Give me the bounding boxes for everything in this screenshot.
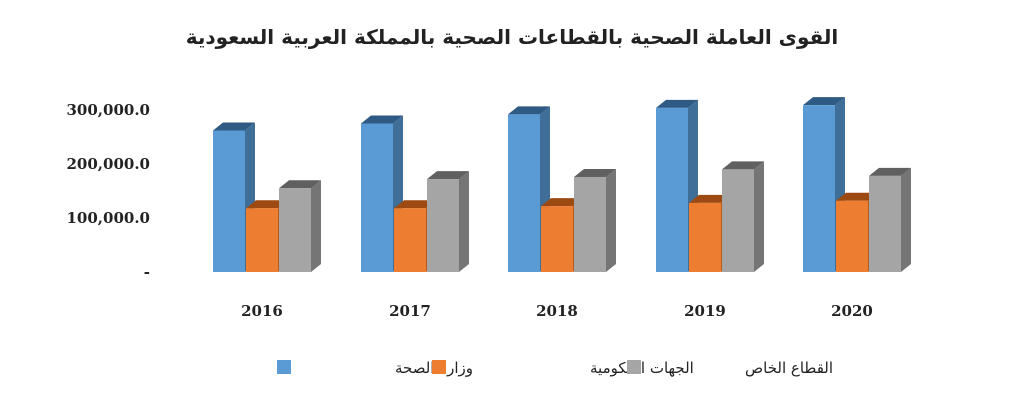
bar xyxy=(279,188,311,272)
bar-side xyxy=(311,180,321,272)
bar xyxy=(869,175,901,272)
bar-top xyxy=(656,99,698,108)
bar-group xyxy=(803,97,911,272)
legend-swatch xyxy=(277,360,291,374)
bar xyxy=(574,176,606,272)
bar xyxy=(541,206,573,272)
x-tick-label: 2017 xyxy=(389,302,431,320)
bar-top xyxy=(213,122,255,131)
x-tick-label: 2016 xyxy=(241,302,283,320)
x-axis: 2016 2017 2018 2019 2020 xyxy=(241,302,873,320)
bar xyxy=(803,105,835,272)
bar xyxy=(427,179,459,272)
bar xyxy=(722,169,754,272)
bar-top xyxy=(722,161,764,170)
bar-side xyxy=(606,168,616,272)
bar xyxy=(394,208,426,272)
legend-item: الجهات الحكومية xyxy=(432,359,694,377)
bar-top xyxy=(869,167,911,176)
x-tick-label: 2018 xyxy=(536,302,578,320)
legend-label: الجهات الحكومية xyxy=(590,359,694,377)
bar xyxy=(508,114,540,272)
y-tick-label: - xyxy=(144,263,150,281)
bar-top xyxy=(427,171,469,180)
x-tick-label: 2019 xyxy=(684,302,726,320)
bar xyxy=(689,202,721,272)
bar xyxy=(361,123,393,272)
bar-group xyxy=(361,115,469,272)
bar-side xyxy=(754,161,764,272)
y-axis: - 100,000.0 200,000.0 300,000.0 xyxy=(66,101,150,281)
legend: وزارة الصحة الجهات الحكومية القطاع الخاص xyxy=(277,359,833,377)
bar-side xyxy=(901,167,911,272)
bar-group xyxy=(508,106,616,272)
y-tick-label: 300,000.0 xyxy=(66,101,150,119)
y-tick-label: 200,000.0 xyxy=(66,155,150,173)
bar xyxy=(213,130,245,272)
legend-swatch xyxy=(432,360,446,374)
bar-group xyxy=(213,122,321,273)
bar-top xyxy=(508,106,550,115)
bar-top xyxy=(394,200,436,209)
bar xyxy=(836,200,868,272)
chart-title: القوى العاملة الصحية بالقطاعات الصحية با… xyxy=(186,25,839,49)
bar-top xyxy=(836,192,878,201)
y-tick-label: 100,000.0 xyxy=(66,209,150,227)
bar-top xyxy=(803,97,845,106)
bar-top xyxy=(246,200,288,209)
x-tick-label: 2020 xyxy=(831,302,873,320)
bar xyxy=(656,107,688,272)
plot-area xyxy=(213,97,911,273)
bar xyxy=(246,208,278,272)
bar-top xyxy=(574,168,616,177)
bar-top xyxy=(541,198,583,207)
bar-side xyxy=(459,171,469,272)
legend-item: القطاع الخاص xyxy=(627,359,833,377)
bar-top xyxy=(279,180,321,189)
bar-group xyxy=(656,99,764,272)
bar-top xyxy=(361,115,403,124)
bar-top xyxy=(689,194,731,203)
legend-label: القطاع الخاص xyxy=(745,359,833,377)
legend-swatch xyxy=(627,360,641,374)
